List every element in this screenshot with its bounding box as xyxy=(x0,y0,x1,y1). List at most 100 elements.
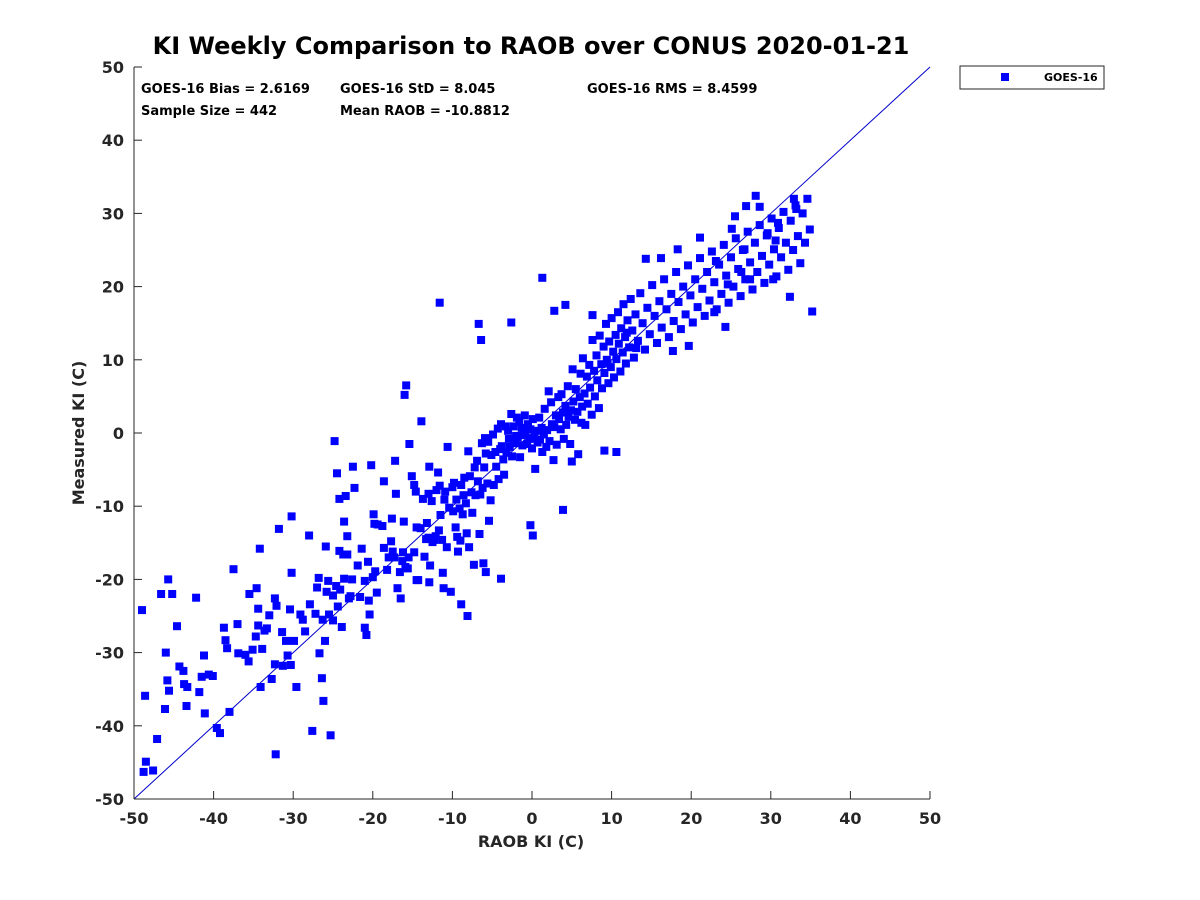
data-point-343 xyxy=(655,297,663,305)
data-point-157 xyxy=(425,463,433,471)
data-point-168 xyxy=(438,536,446,544)
data-point-34 xyxy=(234,649,242,657)
data-point-131 xyxy=(392,490,400,498)
data-point-410 xyxy=(786,293,794,301)
data-point-370 xyxy=(720,241,728,249)
data-point-75 xyxy=(318,674,326,682)
data-point-109 xyxy=(361,624,369,632)
data-point-191 xyxy=(463,529,471,537)
data-point-64 xyxy=(292,683,300,691)
data-point-362 xyxy=(701,312,709,320)
data-point-415 xyxy=(756,203,764,211)
data-point-336 xyxy=(639,319,647,327)
data-point-273 xyxy=(558,390,566,398)
data-point-119 xyxy=(373,589,381,597)
data-point-63 xyxy=(290,637,298,645)
data-point-389 xyxy=(765,261,773,269)
data-point-402 xyxy=(796,259,804,267)
data-point-62 xyxy=(288,569,296,577)
y-tick-label: 20 xyxy=(102,278,124,297)
data-point-339 xyxy=(646,330,654,338)
x-tick-label: 30 xyxy=(760,809,782,828)
data-point-39 xyxy=(252,633,260,641)
data-point-266 xyxy=(550,456,558,464)
data-point-93 xyxy=(338,623,346,631)
data-point-7 xyxy=(161,705,169,713)
data-point-354 xyxy=(682,310,690,318)
data-point-28 xyxy=(220,624,228,632)
data-point-55 xyxy=(278,628,286,636)
data-point-447 xyxy=(507,319,515,327)
x-tick-label: -40 xyxy=(199,809,228,828)
data-point-299 xyxy=(589,336,597,344)
data-point-54 xyxy=(275,525,283,533)
data-point-98 xyxy=(343,532,351,540)
data-point-373 xyxy=(727,253,735,261)
data-point-56 xyxy=(279,662,287,670)
data-point-146 xyxy=(412,488,420,496)
data-point-300 xyxy=(590,367,598,375)
data-point-112 xyxy=(365,597,373,605)
data-point-419 xyxy=(741,245,749,253)
data-point-316 xyxy=(609,348,617,356)
data-point-171 xyxy=(440,496,448,504)
data-point-155 xyxy=(425,490,433,498)
data-point-344 xyxy=(658,324,666,332)
data-point-381 xyxy=(746,258,754,266)
data-point-440 xyxy=(568,458,576,466)
data-point-23 xyxy=(201,709,209,717)
data-point-159 xyxy=(428,497,436,505)
data-point-186 xyxy=(457,481,465,489)
data-point-352 xyxy=(677,325,685,333)
data-point-359 xyxy=(694,303,702,311)
data-point-202 xyxy=(476,530,484,538)
data-point-110 xyxy=(362,631,370,639)
data-point-458 xyxy=(402,381,410,389)
data-point-442 xyxy=(559,506,567,514)
data-point-74 xyxy=(315,574,323,582)
data-point-430 xyxy=(669,347,677,355)
data-point-456 xyxy=(425,578,433,586)
data-point-61 xyxy=(288,512,296,520)
y-tick-label: -50 xyxy=(95,790,124,809)
data-point-51 xyxy=(271,660,279,668)
data-point-79 xyxy=(322,543,330,551)
data-point-134 xyxy=(397,594,405,602)
data-point-342 xyxy=(653,339,661,347)
data-point-325 xyxy=(620,300,628,308)
data-point-407 xyxy=(808,308,816,316)
data-point-251 xyxy=(531,465,539,473)
data-point-2 xyxy=(142,758,150,766)
stat-rms: GOES-16 RMS = 8.4599 xyxy=(587,82,757,97)
data-point-436 xyxy=(604,360,612,368)
data-point-44 xyxy=(257,683,265,691)
y-tick-label: 40 xyxy=(102,131,124,150)
data-point-356 xyxy=(686,291,694,299)
data-point-173 xyxy=(443,543,451,551)
data-point-31 xyxy=(226,708,234,716)
data-point-179 xyxy=(450,479,458,487)
data-point-167 xyxy=(437,511,445,519)
data-point-4 xyxy=(149,767,157,775)
data-point-301 xyxy=(591,392,599,400)
data-point-333 xyxy=(632,310,640,318)
data-point-73 xyxy=(316,649,324,657)
data-point-351 xyxy=(675,298,683,306)
data-point-405 xyxy=(803,195,811,203)
data-point-277 xyxy=(562,421,570,429)
data-point-49 xyxy=(268,675,276,683)
data-point-382 xyxy=(749,286,757,294)
data-point-169 xyxy=(439,569,447,577)
data-point-387 xyxy=(760,279,768,287)
data-point-334 xyxy=(634,337,642,345)
data-point-384 xyxy=(753,268,761,276)
data-point-297 xyxy=(586,384,594,392)
data-point-37 xyxy=(245,590,253,598)
data-point-420 xyxy=(737,268,745,276)
y-tick-label: 30 xyxy=(102,204,124,223)
data-point-197 xyxy=(470,561,478,569)
data-point-262 xyxy=(545,387,553,395)
data-point-71 xyxy=(312,610,320,618)
data-point-425 xyxy=(712,257,720,265)
data-point-366 xyxy=(710,278,718,286)
